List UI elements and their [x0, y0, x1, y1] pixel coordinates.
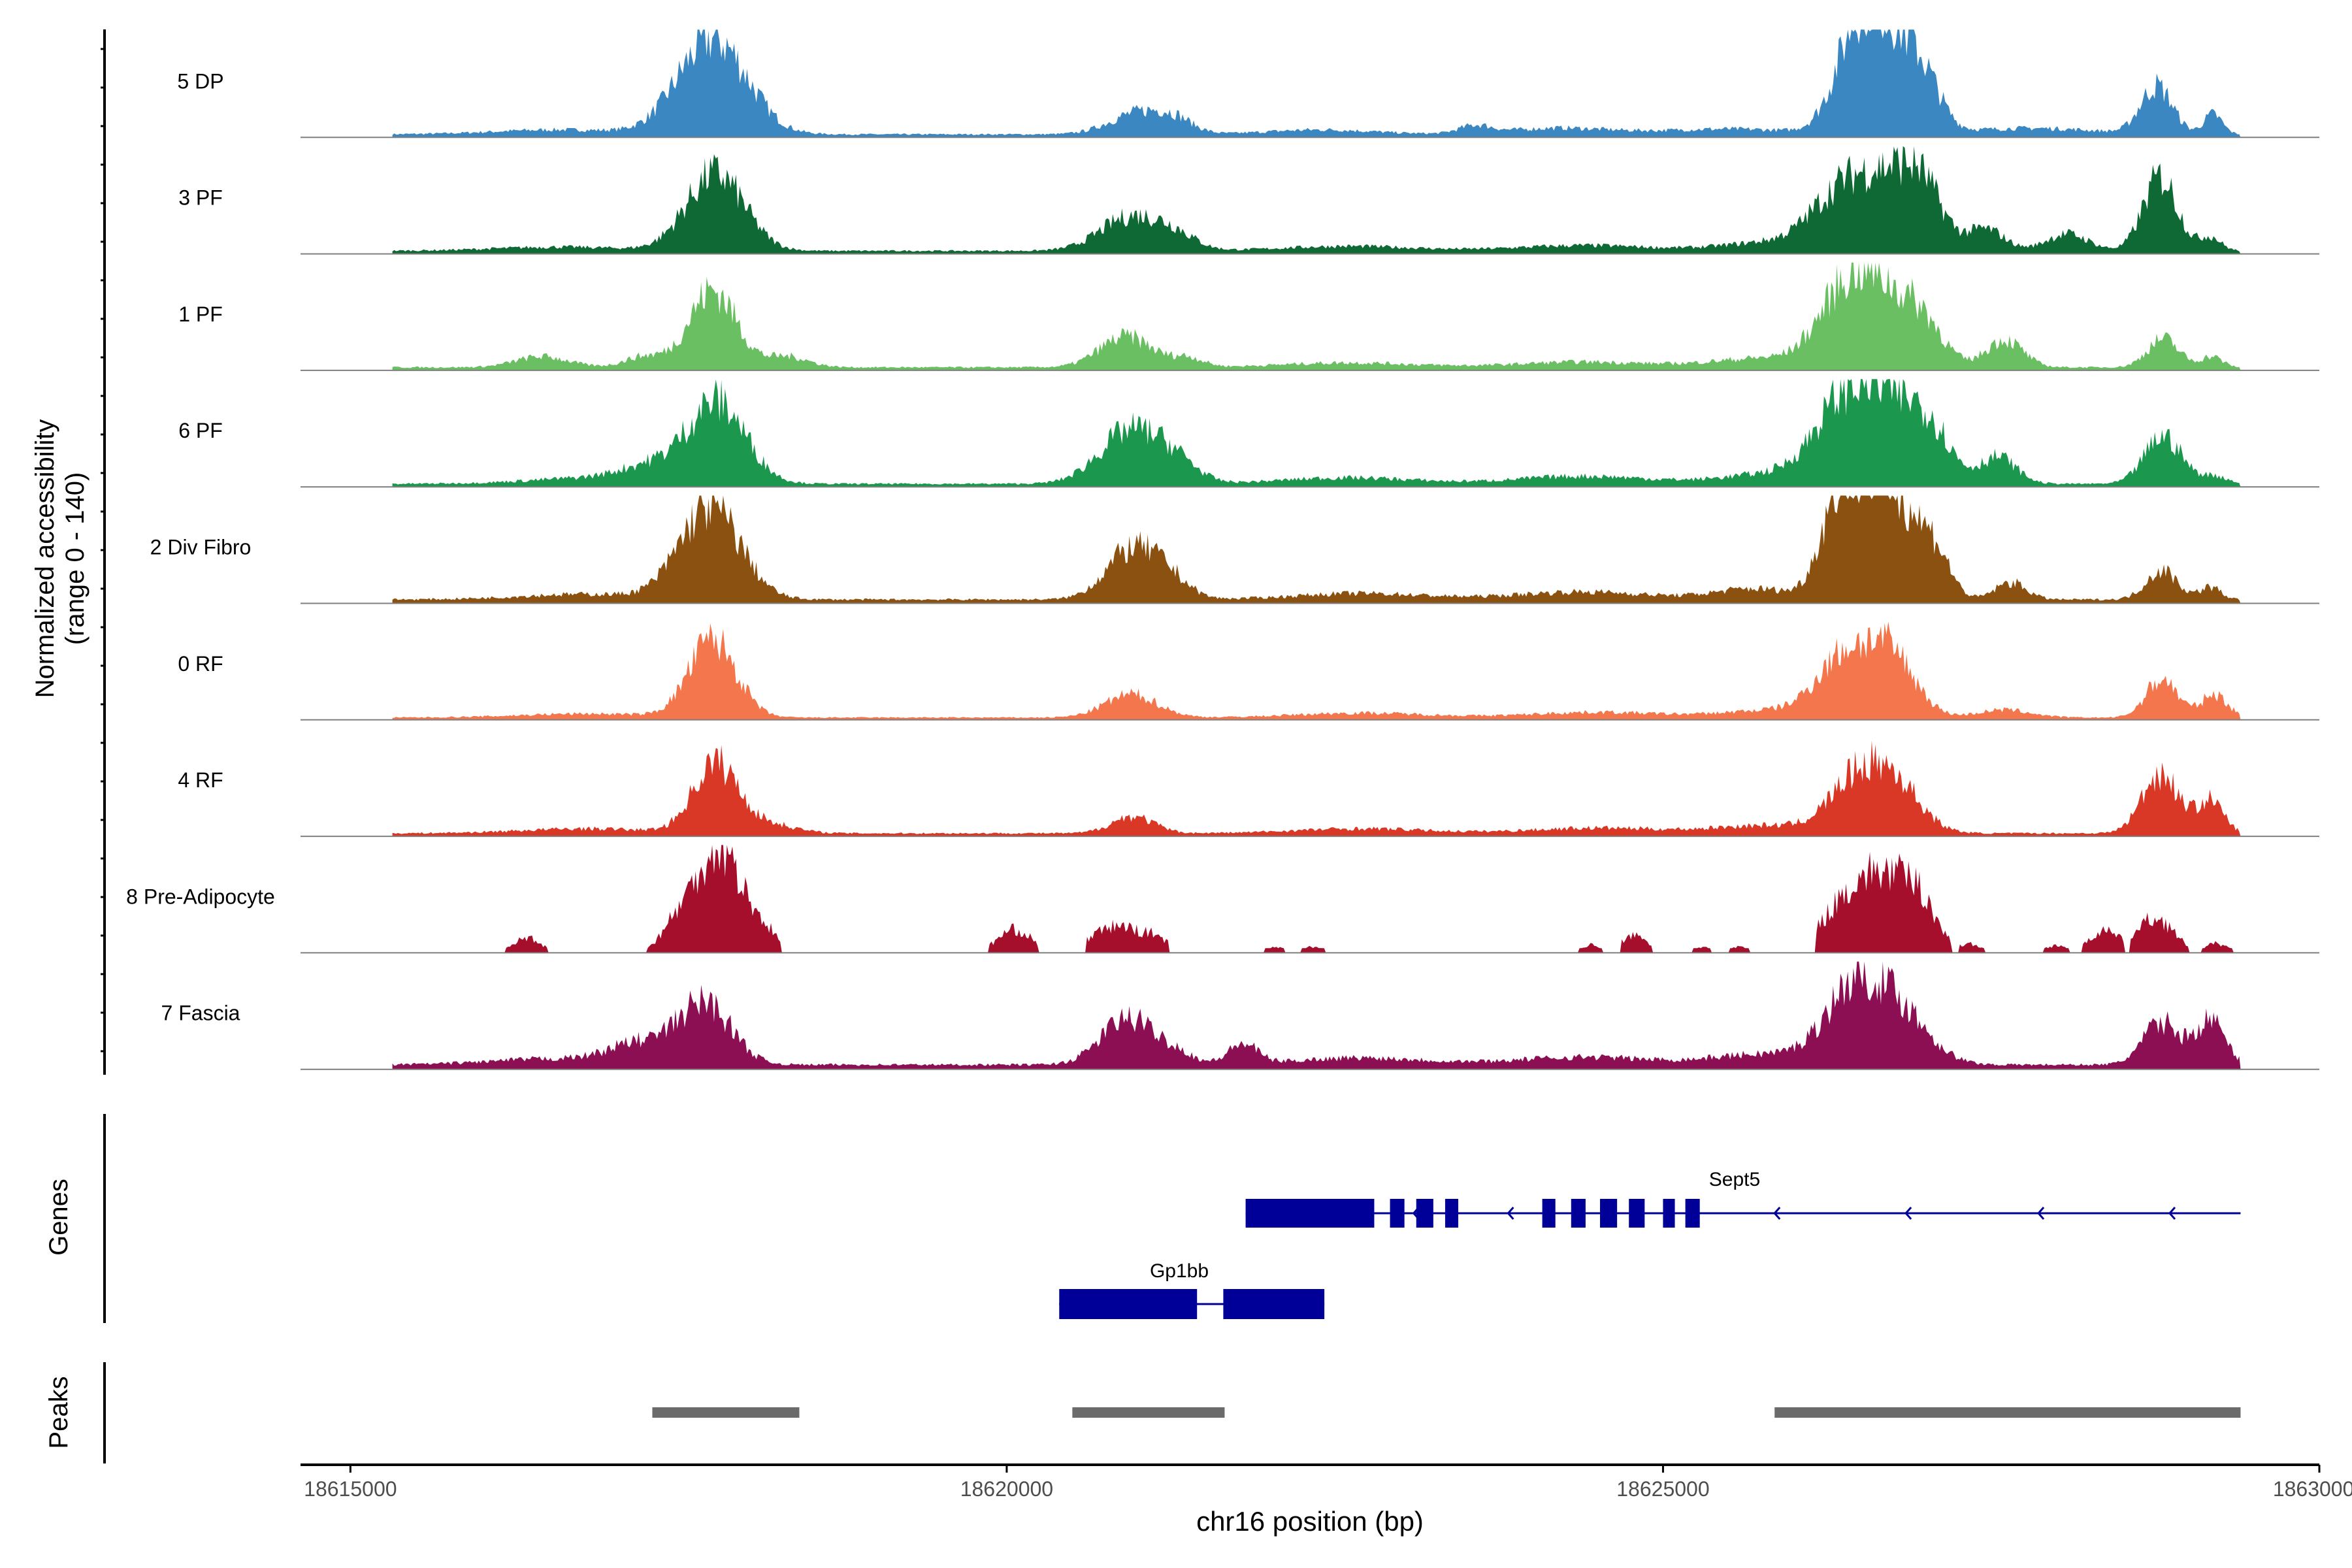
gene-exon	[1245, 1199, 1375, 1228]
gene-label: Gp1bb	[1150, 1260, 1209, 1282]
peak-region	[1072, 1407, 1225, 1418]
x-tick-label: 18620000	[960, 1477, 1053, 1501]
track-label: 8 Pre-Adipocyte	[126, 885, 275, 908]
gene-gp1bb: Gp1bb	[1059, 1260, 1325, 1319]
gene-sept5: Sept5	[1245, 1169, 2241, 1228]
x-axis: 18615000 18620000 18625000 18630000 chr16 p…	[301, 1463, 2352, 1537]
coverage-area	[392, 146, 2241, 254]
track-label: 5 DP	[177, 69, 223, 93]
x-tick-label: 18615000	[304, 1477, 397, 1501]
gene-label: Sept5	[1709, 1169, 1760, 1190]
track-label: 7 Fascia	[161, 1002, 240, 1025]
y-axis-label: Normalized accessibility	[31, 419, 59, 698]
strand-arrow	[2037, 1207, 2045, 1220]
track-1-pf: 1 PF	[178, 262, 2319, 371]
coverage-area	[392, 621, 2241, 720]
gene-exon	[1571, 1199, 1586, 1228]
peaks-panel-label: Peaks	[44, 1376, 73, 1448]
peaks-panel: Peaks	[44, 1362, 2241, 1463]
coverage-tracks: 5 DP 3 PF 1 PF 6 PF 2 Div Fibro 0 RF 4 RF 8 Pre…	[126, 29, 2319, 1070]
strand-arrow	[1507, 1207, 1514, 1220]
strand-arrow	[2168, 1207, 2176, 1220]
track-4-rf: 4 RF	[178, 740, 2319, 838]
y-axis-label-range: (range 0 - 140)	[61, 472, 90, 645]
strand-arrow	[1904, 1207, 1912, 1220]
strand-arrow	[1773, 1207, 1781, 1220]
gene-exon	[1629, 1199, 1645, 1228]
x-tick-label: 18625000	[1616, 1477, 1709, 1501]
track-label: 4 RF	[178, 768, 223, 792]
coverage-area	[392, 262, 2241, 370]
coverage-area	[392, 379, 2241, 487]
coverage-area	[392, 845, 2241, 953]
x-axis-label: chr16 position (bp)	[1196, 1506, 1424, 1537]
strand-arrow	[1412, 1207, 1420, 1220]
coverage-area	[392, 29, 2241, 138]
coverage-area	[392, 495, 2241, 604]
track-label: 3 PF	[178, 186, 223, 210]
track-7-fascia: 7 Fascia	[161, 961, 2319, 1070]
track-3-pf: 3 PF	[178, 146, 2319, 255]
peak-region	[652, 1407, 800, 1418]
x-tick-label: 18630000	[2273, 1477, 2352, 1501]
coverage-area	[392, 740, 2241, 837]
track-8-pre-adipocyte: 8 Pre-Adipocyte	[126, 845, 2319, 954]
coverage-y-axis	[101, 29, 106, 1075]
track-label: 2 Div Fibro	[150, 536, 252, 559]
gene-exon	[1445, 1199, 1459, 1228]
gene-exon	[1223, 1289, 1325, 1319]
gene-exon	[1542, 1199, 1556, 1228]
gene-exon	[1416, 1199, 1433, 1228]
peak-region	[1774, 1407, 2241, 1418]
track-5-dp: 5 DP	[177, 29, 2319, 139]
gene-exon	[1600, 1199, 1618, 1228]
track-0-rf: 0 RF	[178, 621, 2319, 721]
track-2-div-fibro: 2 Div Fibro	[150, 495, 2319, 604]
track-6-pf: 6 PF	[178, 379, 2319, 488]
gene-exon	[1390, 1199, 1405, 1228]
genes-panel-label: Genes	[44, 1179, 73, 1256]
coverage-area	[392, 961, 2241, 1070]
gene-exon	[1685, 1199, 1700, 1228]
gene-exon	[1663, 1199, 1675, 1228]
track-label: 1 PF	[178, 302, 223, 326]
gene-exon	[1059, 1289, 1198, 1319]
track-label: 6 PF	[178, 419, 223, 442]
genes-panel: Genes Sept5 Gp1bb	[44, 1114, 2241, 1323]
track-label: 0 RF	[178, 652, 223, 676]
